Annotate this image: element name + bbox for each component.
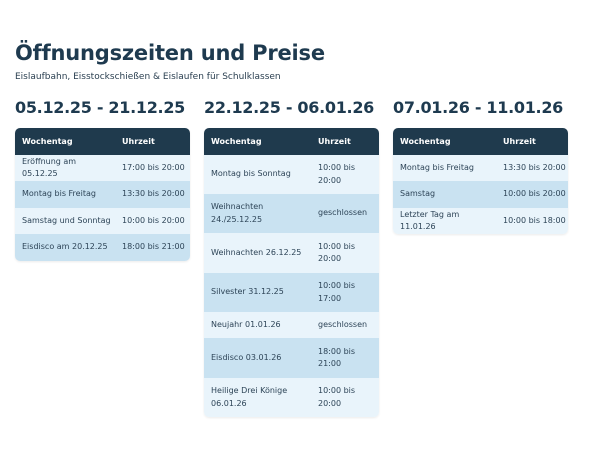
table-row: Samstag und Sonntag 10:00 bis 20:00 [15,208,190,234]
schedule-table: Wochentag Uhrzeit Eröffnung am 05.12.25 … [15,128,190,261]
table-row: Heilige Drei Könige 06.01.26 10:00 bis 2… [204,378,379,417]
table-row: Samstag 10:00 bis 20:00 [393,181,568,208]
header-time: Uhrzeit [318,137,351,146]
cell-day: Silvester 31.12.25 [211,287,284,297]
table-row: Weihnachten 24./25.12.25 geschlossen [204,194,379,233]
schedule-column-2: 22.12.25 - 06.01.26 Wochentag Uhrzeit Mo… [204,98,379,417]
cell-time: 18:00 bis 21:00 [122,242,185,252]
cell-day: Montag bis Freitag [400,162,474,172]
period-heading: 07.01.26 - 11.01.26 [393,98,563,117]
header-weekday: Wochentag [22,137,73,146]
cell-day: Neujahr 01.01.26 [211,319,281,329]
cell-day: Samstag und Sonntag [22,215,111,225]
period-heading: 22.12.25 - 06.01.26 [204,98,374,117]
cell-time: 10:00 bis 20:00 [318,386,356,408]
page-subtitle: Eislaufbahn, Eisstockschießen & Eislaufe… [15,72,281,82]
cell-day: Montag bis Freitag [22,189,96,199]
header-time: Uhrzeit [122,137,155,146]
cell-time: 10:00 bis 17:00 [318,281,356,303]
cell-time: 10:00 bis 20:00 [122,215,185,225]
cell-day: Montag bis Sonntag [211,169,291,179]
table-row: Silvester 31.12.25 10:00 bis 17:00 [204,273,379,312]
page-title: Öffnungszeiten und Preise [15,41,325,65]
schedule-table: Wochentag Uhrzeit Montag bis Freitag 13:… [393,128,568,234]
cell-time: 10:00 bis 20:00 [503,189,566,199]
cell-time: geschlossen [318,319,368,329]
cell-day: Letzter Tag am 11.01.26 [400,209,460,232]
header-weekday: Wochentag [400,137,451,146]
table-row: Letzter Tag am 11.01.26 10:00 bis 18:00 [393,208,568,234]
cell-time: geschlossen [318,208,368,218]
schedule-table: Wochentag Uhrzeit Montag bis Sonntag 10:… [204,128,379,417]
table-row: Weihnachten 26.12.25 10:00 bis 20:00 [204,233,379,273]
cell-time: 13:30 bis 20:00 [122,189,185,199]
cell-day: Weihnachten 26.12.25 [211,247,302,257]
cell-time: 10:00 bis 20:00 [318,241,356,264]
header-time: Uhrzeit [503,137,536,146]
table-header: Wochentag Uhrzeit [393,128,568,155]
header-weekday: Wochentag [211,137,262,146]
cell-day: Weihnachten 24./25.12.25 [211,202,264,224]
page: Öffnungszeiten und Preise Eislaufbahn, E… [15,41,585,417]
cell-day: Eisdisco am 20.12.25 [22,242,108,252]
cell-time: 13:30 bis 20:00 [503,162,566,172]
table-row: Eisdisco am 20.12.25 18:00 bis 21:00 [15,234,190,261]
schedule-columns: 05.12.25 - 21.12.25 Wochentag Uhrzeit Er… [15,98,585,417]
table-row: Montag bis Freitag 13:30 bis 20:00 [15,181,190,208]
cell-day: Eröffnung am 05.12.25 [22,156,77,179]
table-row: Montag bis Sonntag 10:00 bis 20:00 [204,155,379,194]
cell-day: Eisdisco 03.01.26 [211,352,282,362]
cell-time: 18:00 bis 21:00 [318,346,356,369]
cell-day: Heilige Drei Könige 06.01.26 [211,386,288,408]
table-row: Neujahr 01.01.26 geschlossen [204,312,379,338]
schedule-column-1: 05.12.25 - 21.12.25 Wochentag Uhrzeit Er… [15,98,190,261]
table-row: Eisdisco 03.01.26 18:00 bis 21:00 [204,338,379,378]
cell-time: 10:00 bis 20:00 [318,163,356,185]
table-row: Eröffnung am 05.12.25 17:00 bis 20:00 [15,155,190,181]
period-heading: 05.12.25 - 21.12.25 [15,98,185,117]
schedule-column-3: 07.01.26 - 11.01.26 Wochentag Uhrzeit Mo… [393,98,568,234]
table-header: Wochentag Uhrzeit [15,128,190,155]
cell-time: 17:00 bis 20:00 [122,162,185,172]
table-header: Wochentag Uhrzeit [204,128,379,155]
cell-time: 10:00 bis 18:00 [503,215,566,225]
table-row: Montag bis Freitag 13:30 bis 20:00 [393,155,568,181]
cell-day: Samstag [400,189,436,199]
